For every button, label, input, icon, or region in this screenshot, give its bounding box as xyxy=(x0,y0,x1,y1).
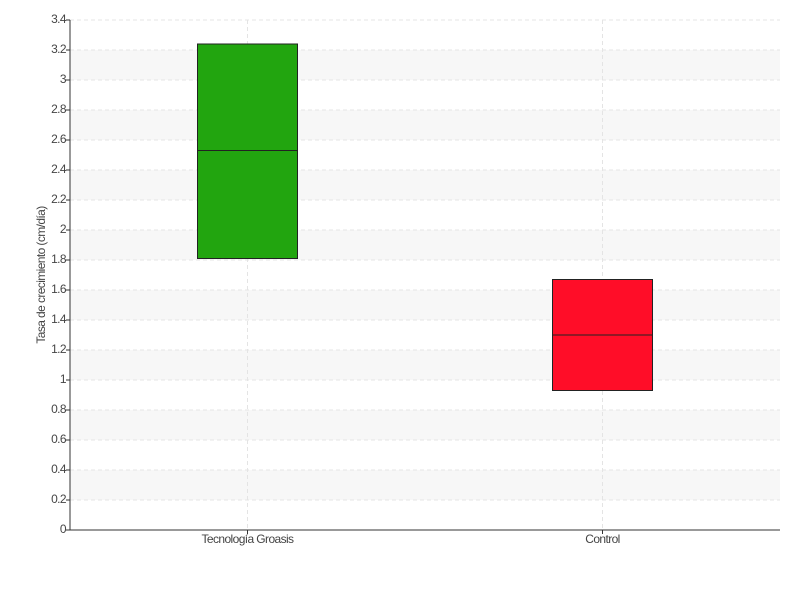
y-tick-label: 2.2 xyxy=(51,192,67,206)
y-tick-label: 0.6 xyxy=(51,432,67,446)
grid-band xyxy=(70,50,780,80)
y-tick-label: 1.2 xyxy=(51,342,67,356)
y-tick-label: 0.2 xyxy=(51,492,67,506)
grid-band xyxy=(70,230,780,260)
grid-band xyxy=(70,290,780,320)
grid-band xyxy=(70,410,780,440)
grid-band xyxy=(70,170,780,200)
x-tick-label: Tecnología Groasis xyxy=(202,532,295,546)
y-tick-label: 2.8 xyxy=(51,102,67,116)
y-tick-label: 1.4 xyxy=(51,312,67,326)
y-tick-label: 2.6 xyxy=(51,132,67,146)
box xyxy=(197,43,298,259)
y-tick-label: 3.2 xyxy=(51,42,67,56)
y-tick-label: 1.8 xyxy=(51,252,67,266)
y-axis-label: Tasa de crecimiento (cm/día) xyxy=(34,206,48,344)
y-tick-label: 1.6 xyxy=(51,282,67,296)
y-tick-label: 2 xyxy=(60,222,67,236)
y-tick-label: 3 xyxy=(60,72,67,86)
y-tick-label: 0.4 xyxy=(51,462,67,476)
y-tick-label: 3.4 xyxy=(51,12,67,26)
x-tick-label: Control xyxy=(585,532,619,546)
grid-band xyxy=(70,110,780,140)
grid-band xyxy=(70,350,780,380)
y-tick-label: 0 xyxy=(60,522,67,536)
y-tick-label: 0.8 xyxy=(51,402,67,416)
y-tick-label: 2.4 xyxy=(51,162,67,176)
y-tick-label: 1 xyxy=(60,372,67,386)
grid-band xyxy=(70,470,780,500)
